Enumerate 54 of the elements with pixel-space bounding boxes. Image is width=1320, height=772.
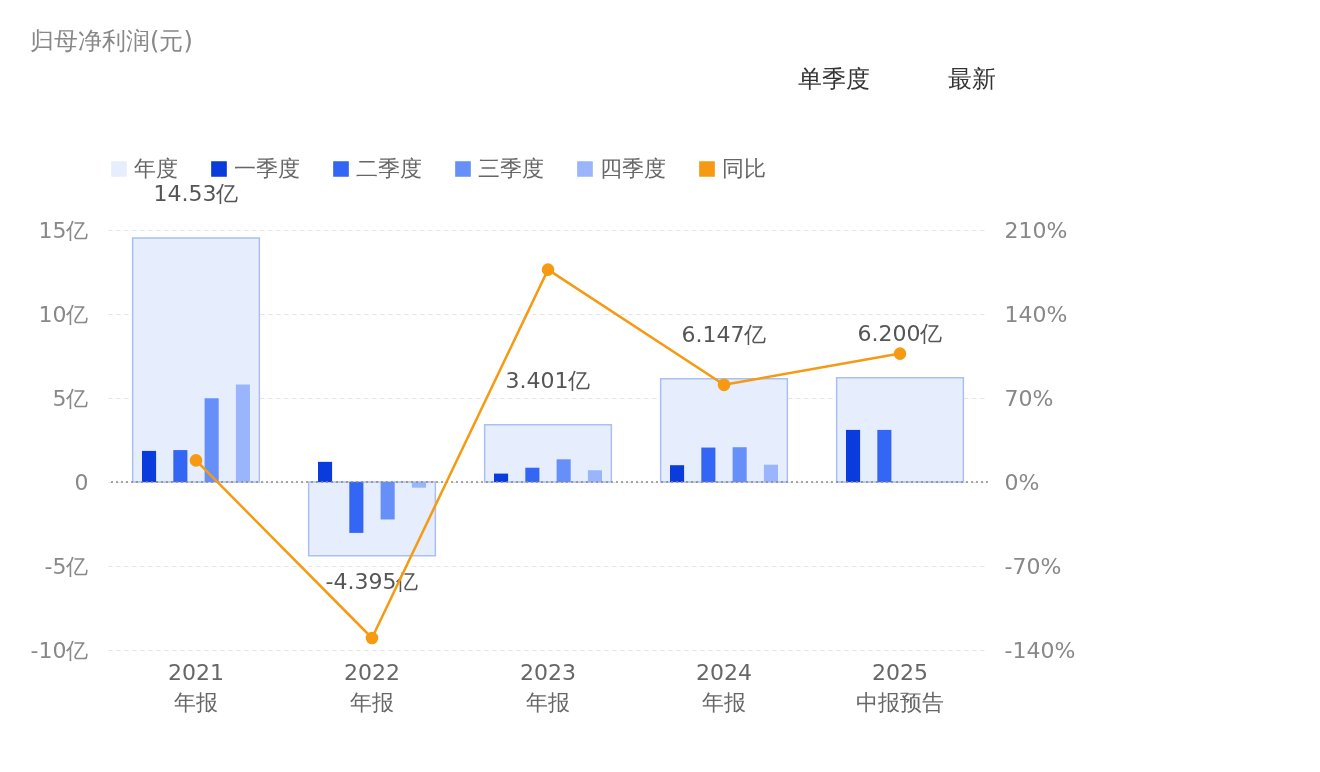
text: 单季度 <box>798 65 870 93</box>
point <box>541 263 555 276</box>
y-tick-label: -5亿 <box>44 553 89 579</box>
legend-label: 同比 <box>722 156 766 181</box>
bar <box>670 465 685 482</box>
text: 最新 <box>948 65 996 93</box>
bar <box>318 461 333 482</box>
bar <box>142 450 157 482</box>
legend-label: 二季度 <box>356 156 422 181</box>
x-tick-label: 2021 年报 <box>168 659 224 715</box>
bar <box>587 470 602 482</box>
y2-tick-label: 70% <box>1004 385 1054 411</box>
chart-title: 归母净利润(元) <box>30 27 193 55</box>
legend-label: 三季度 <box>478 156 544 181</box>
y2-tick-label: -140% <box>1004 637 1076 663</box>
y-tick-label: 0 <box>74 469 89 495</box>
bar <box>701 447 716 482</box>
point <box>189 454 203 467</box>
y-tick-label: 15亿 <box>38 217 89 243</box>
bar <box>494 473 509 482</box>
bar <box>235 384 250 482</box>
y-tick-label: 10亿 <box>38 301 89 327</box>
x-tick-label: 2023 年报 <box>520 659 576 715</box>
bar <box>556 459 571 482</box>
legend-label: 年度 <box>134 156 178 181</box>
bar <box>835 377 965 483</box>
y2-tick-label: 0% <box>1004 469 1040 495</box>
y-tick-label: -10亿 <box>30 637 89 663</box>
legend-label: 一季度 <box>234 156 300 181</box>
data-label: 6.200亿 <box>857 320 943 346</box>
y2-tick-label: 140% <box>1004 301 1068 327</box>
y-tick-label: 5亿 <box>52 385 89 411</box>
data-label: 6.147亿 <box>681 321 767 347</box>
bar <box>204 398 219 482</box>
bar <box>846 429 861 482</box>
x-tick-label: 2025 中报预告 <box>856 659 944 715</box>
bar <box>763 464 778 482</box>
bar <box>525 467 540 482</box>
legend-label: 四季度 <box>600 156 666 181</box>
point <box>893 347 907 360</box>
bar <box>173 450 188 482</box>
bar <box>877 429 892 482</box>
data-label: 14.53亿 <box>153 180 239 206</box>
x-tick-label: 2024 年报 <box>696 659 752 715</box>
point <box>365 631 379 645</box>
y2-tick-label: 210% <box>1004 217 1068 243</box>
y2-tick-label: -70% <box>1004 553 1062 579</box>
bar <box>380 482 395 520</box>
bar <box>411 482 426 488</box>
data-label: 3.401亿 <box>505 367 591 393</box>
bar <box>732 447 747 482</box>
point <box>717 378 731 392</box>
x-tick-label: 2022 年报 <box>344 659 400 715</box>
bar <box>349 482 364 533</box>
